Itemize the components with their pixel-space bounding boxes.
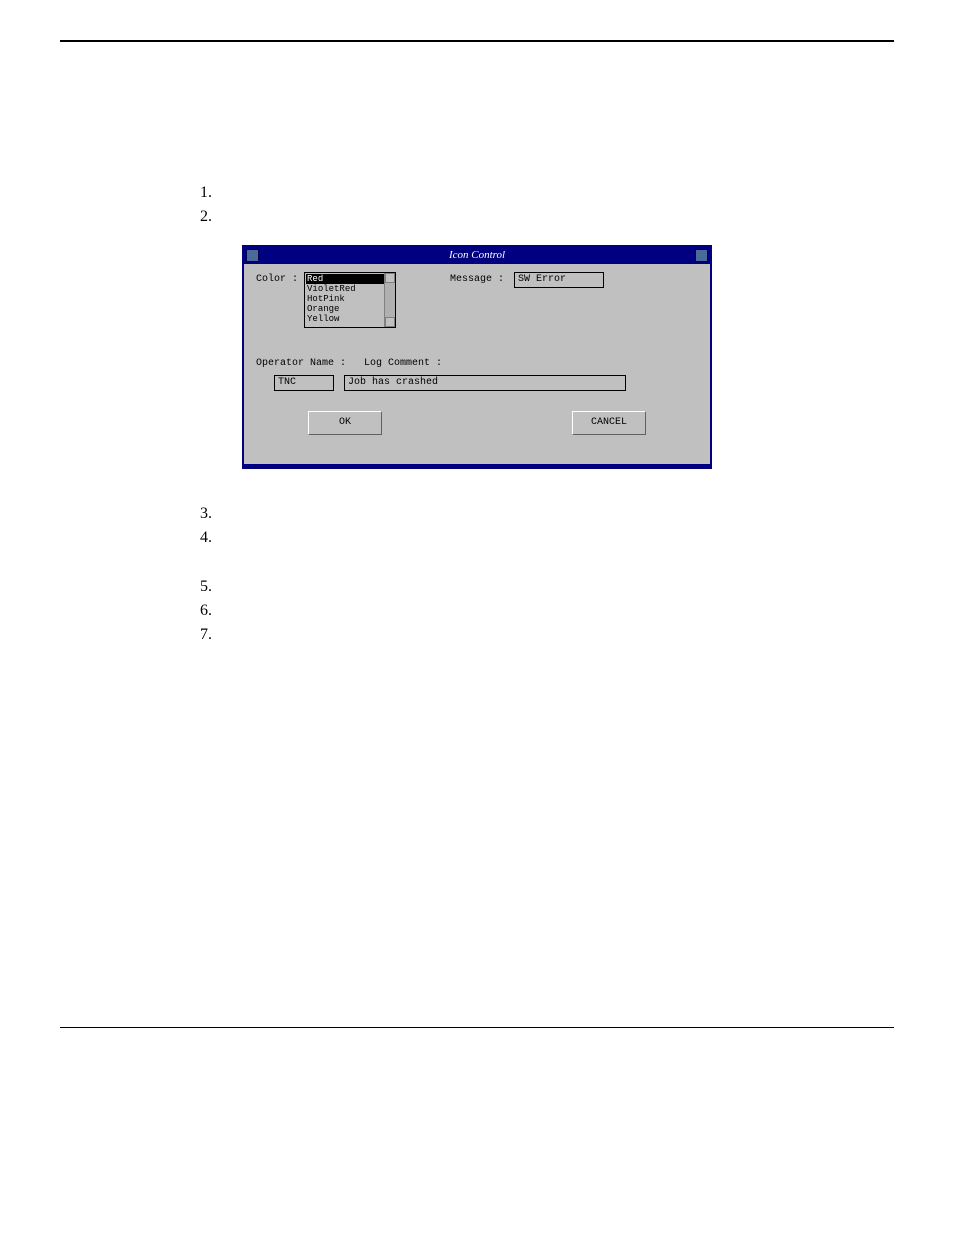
ok-button[interactable]: OK — [308, 411, 382, 435]
step-num: 2. — [200, 206, 226, 228]
cancel-button[interactable]: CANCEL — [572, 411, 646, 435]
step-num: 3. — [200, 503, 226, 525]
color-item[interactable]: Red — [306, 274, 394, 284]
step-num: 4. — [200, 527, 226, 549]
window-control-icon[interactable] — [695, 249, 708, 262]
step-num: 6. — [200, 600, 226, 622]
top-rule — [60, 40, 894, 42]
icon-control-dialog: Icon Control Color : Red VioletRed HotPi… — [242, 245, 712, 469]
step-list-b: 3. 4. — [200, 503, 894, 550]
message-input[interactable]: SW Error — [514, 272, 604, 288]
color-item[interactable]: HotPink — [306, 294, 394, 304]
operator-label: Operator Name : — [256, 358, 346, 369]
dialog-bottom-border — [244, 464, 710, 467]
step-num: 1. — [200, 182, 226, 204]
message-label: Message : — [450, 274, 504, 285]
dialog-titlebar: Icon Control — [244, 247, 710, 264]
operator-input[interactable]: TNC — [274, 375, 334, 391]
color-item[interactable]: VioletRed — [306, 284, 394, 294]
step-num: 5. — [200, 576, 226, 598]
scrollbar[interactable] — [384, 273, 395, 327]
step-num: 7. — [200, 624, 226, 646]
step-list-a: 1. 2. — [200, 182, 894, 229]
log-comment-input[interactable]: Job has crashed — [344, 375, 626, 391]
color-item[interactable]: Orange — [306, 304, 394, 314]
color-listbox[interactable]: Red VioletRed HotPink Orange Yellow — [304, 272, 396, 328]
bottom-rule — [60, 1027, 894, 1028]
step-list-c: 5. 6. 7. — [200, 576, 894, 647]
color-label: Color : — [256, 274, 298, 285]
color-item[interactable]: Yellow — [306, 314, 394, 324]
dialog-title: Icon Control — [449, 249, 505, 261]
log-label: Log Comment : — [364, 358, 442, 369]
window-menu-icon[interactable] — [246, 249, 259, 262]
